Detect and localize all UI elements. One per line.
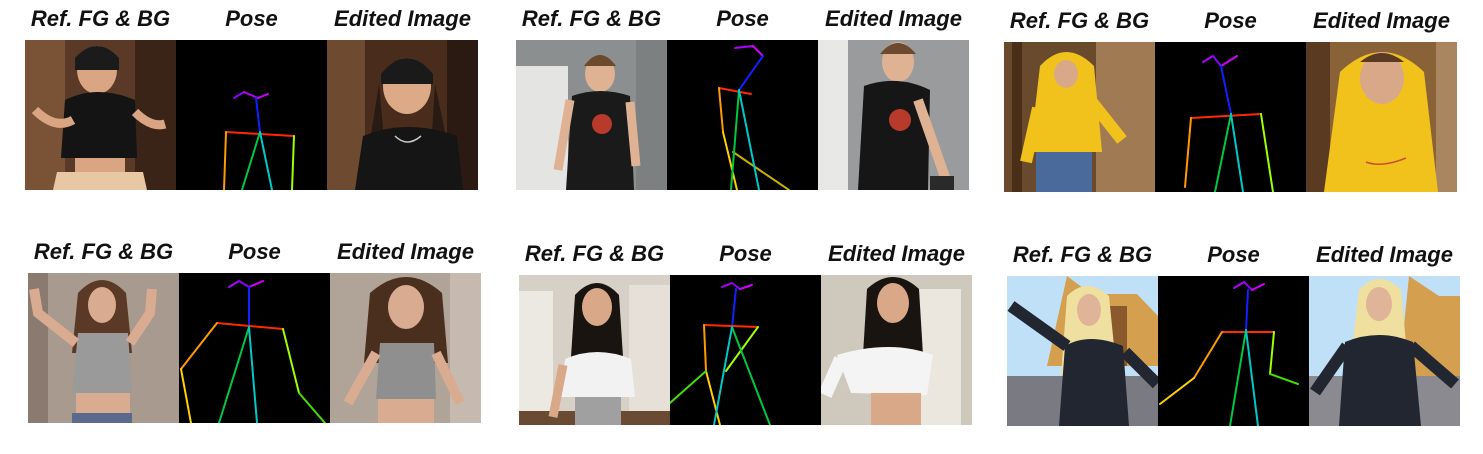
ref-fg-bg-label: Ref. FG & BG <box>524 241 665 266</box>
reference-photo <box>28 273 179 423</box>
pose-label: Pose <box>1207 242 1260 267</box>
panel-labels: Ref. FG & BG Pose Edited Image <box>519 235 972 273</box>
pose-skeleton <box>1158 276 1309 426</box>
pose-skeleton <box>667 40 818 190</box>
edited-photo <box>821 275 972 425</box>
edited-image-label: Edited Image <box>334 6 471 31</box>
pose-label: Pose <box>719 241 772 266</box>
pose-label: Pose <box>716 6 769 31</box>
panel-labels: Ref. FG & BG Pose Edited Image <box>1007 236 1460 274</box>
panel-labels: Ref. FG & BG Pose Edited Image <box>1004 2 1457 40</box>
ref-fg-bg-label: Ref. FG & BG <box>30 6 171 31</box>
edited-image-label: Edited Image <box>1316 242 1453 267</box>
panel-6: Ref. FG & BG Pose Edited Image <box>1007 236 1460 426</box>
edited-photo <box>327 40 478 190</box>
pose-skeleton <box>1155 42 1306 192</box>
edited-photo <box>1309 276 1460 426</box>
pose-skeleton <box>670 275 821 425</box>
edited-image-label: Edited Image <box>337 239 474 264</box>
panel-1: Ref. FG & BG Pose Edited Image <box>25 0 478 190</box>
panel-4: Ref. FG & BG Pose Edited Image <box>28 233 481 423</box>
pose-skeleton <box>176 40 327 190</box>
reference-photo <box>1007 276 1158 426</box>
ref-fg-bg-label: Ref. FG & BG <box>33 239 174 264</box>
ref-fg-bg-label: Ref. FG & BG <box>1012 242 1153 267</box>
reference-photo <box>516 40 667 190</box>
pose-label: Pose <box>225 6 278 31</box>
panel-labels: Ref. FG & BG Pose Edited Image <box>28 233 481 271</box>
panel-2: Ref. FG & BG Pose Edited Image <box>516 0 969 190</box>
reference-photo <box>519 275 670 425</box>
pose-label: Pose <box>228 239 281 264</box>
reference-photo <box>1004 42 1155 192</box>
panel-5: Ref. FG & BG Pose Edited Image <box>519 235 972 425</box>
reference-photo <box>25 40 176 190</box>
pose-skeleton <box>179 273 330 423</box>
edited-photo <box>818 40 969 190</box>
edited-image-label: Edited Image <box>825 6 962 31</box>
ref-fg-bg-label: Ref. FG & BG <box>1009 8 1150 33</box>
ref-fg-bg-label: Ref. FG & BG <box>521 6 662 31</box>
edited-image-label: Edited Image <box>1313 8 1450 33</box>
edited-image-label: Edited Image <box>828 241 965 266</box>
panel-3: Ref. FG & BG Pose Edited Image <box>1004 2 1457 192</box>
pose-label: Pose <box>1204 8 1257 33</box>
panel-labels: Ref. FG & BG Pose Edited Image <box>516 0 969 38</box>
edited-photo <box>1306 42 1457 192</box>
panel-labels: Ref. FG & BG Pose Edited Image <box>25 0 478 38</box>
edited-photo <box>330 273 481 423</box>
